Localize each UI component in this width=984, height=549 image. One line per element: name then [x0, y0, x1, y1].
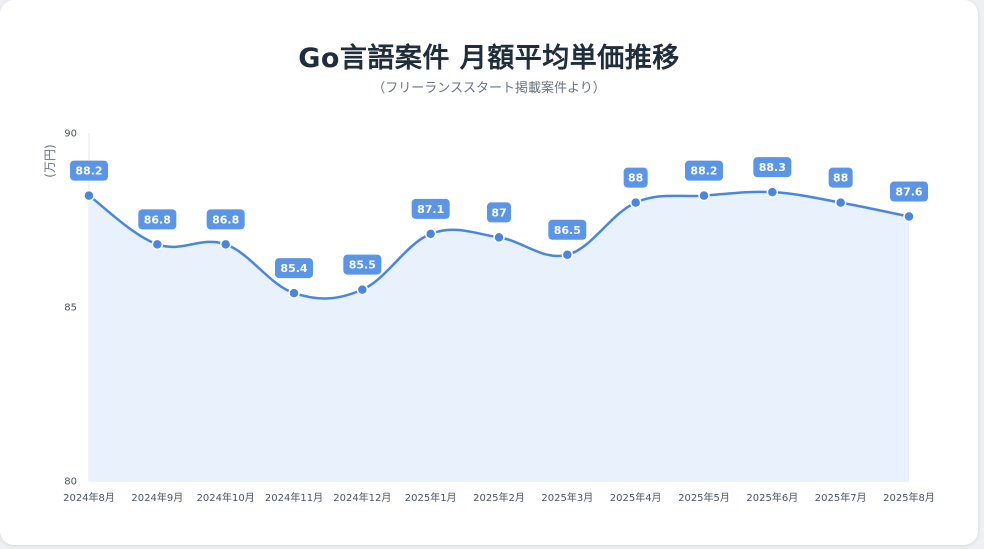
area-fill: [89, 191, 909, 482]
data-label: 86.8: [144, 213, 171, 226]
data-label-bg: [487, 202, 511, 223]
data-label: 87: [491, 206, 506, 219]
data-label: 85.4: [280, 262, 307, 275]
data-point: [424, 228, 437, 240]
x-tick-label: 2025年4月: [610, 491, 662, 504]
data-point: [356, 283, 369, 296]
x-tick-label: 2025年1月: [405, 491, 457, 504]
data-label: 88.2: [75, 165, 102, 178]
data-point: [629, 196, 642, 209]
data-point: [834, 196, 847, 209]
data-label-bg: [138, 209, 177, 230]
data-label-bg: [623, 167, 648, 188]
data-label-bg: [411, 198, 450, 219]
data-label-bg: [890, 181, 928, 202]
x-tick-label: 2024年10月: [197, 491, 255, 504]
chart-title: Go言語案件 月額平均単価推移: [298, 43, 680, 74]
data-point: [219, 238, 232, 251]
x-tick-label: 2025年7月: [815, 491, 867, 504]
x-tick-label: 2025年5月: [678, 491, 730, 504]
data-point: [561, 249, 574, 261]
data-label-bg: [70, 160, 108, 181]
data-label: 88.3: [759, 161, 786, 174]
x-tick-label: 2024年11月: [265, 491, 323, 504]
data-label: 86.5: [554, 224, 581, 237]
x-tick-label: 2024年9月: [131, 491, 183, 504]
chart-subtitle: （フリーランススタート掲載案件より）: [372, 81, 606, 96]
x-tick-label: 2025年6月: [746, 491, 798, 504]
data-label-bg: [206, 209, 245, 230]
data-label-bg: [548, 219, 587, 240]
data-point: [493, 231, 505, 244]
x-tick-label: 2025年8月: [883, 491, 935, 504]
y-tick-label: 90: [64, 129, 77, 140]
data-point: [83, 189, 95, 202]
x-tick-label: 2025年2月: [473, 491, 525, 504]
data-label-bg: [685, 160, 723, 181]
data-label-bg: [828, 167, 853, 188]
data-point: [903, 210, 915, 223]
data-label: 87.6: [895, 186, 922, 199]
y-tick-label: 80: [64, 477, 77, 488]
y-tick-label: 85: [64, 303, 77, 314]
data-label: 86.8: [212, 213, 239, 226]
data-point: [766, 186, 779, 198]
data-label: 85.5: [349, 259, 376, 272]
data-label-bg: [343, 254, 382, 275]
data-point: [288, 287, 300, 299]
x-tick-label: 2025年3月: [541, 491, 593, 504]
data-point: [151, 238, 164, 251]
y-axis-label: (万円): [43, 144, 57, 177]
data-point: [698, 189, 710, 202]
x-tick-label: 2024年8月: [63, 491, 115, 504]
x-tick-label: 2024年12月: [333, 491, 391, 504]
data-label-bg: [275, 258, 313, 279]
data-label: 88.2: [690, 165, 717, 178]
data-label: 87.1: [417, 203, 444, 216]
data-label-bg: [753, 157, 792, 178]
data-label: 88: [628, 172, 643, 185]
data-label: 88: [833, 172, 848, 185]
